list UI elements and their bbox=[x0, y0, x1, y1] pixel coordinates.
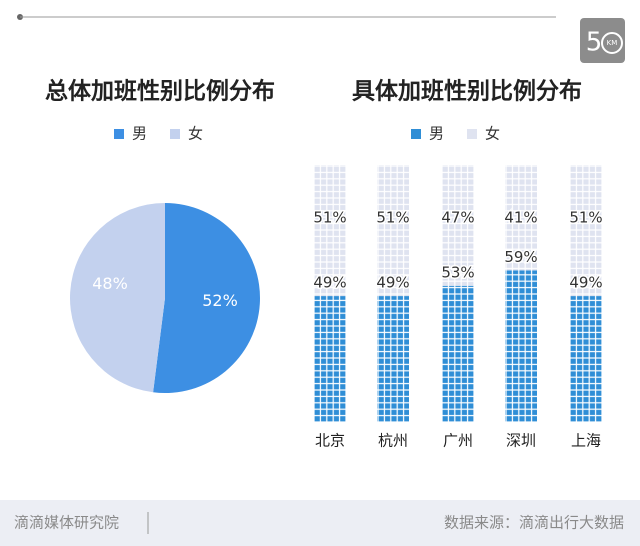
value-label: 49% bbox=[569, 274, 602, 292]
logo-ring bbox=[601, 32, 623, 54]
legend-label: 女 bbox=[485, 125, 500, 143]
x-tick-label: 杭州 bbox=[378, 432, 408, 450]
legend-label: 男 bbox=[132, 125, 147, 143]
value-label: 59% bbox=[504, 248, 537, 266]
slice-label: 52% bbox=[202, 291, 238, 310]
legend-swatch bbox=[467, 129, 477, 139]
legend-label: 男 bbox=[429, 125, 444, 143]
bar-segment bbox=[314, 165, 346, 297]
legend-swatch bbox=[114, 129, 124, 139]
value-label: 49% bbox=[313, 274, 346, 292]
value-label: 51% bbox=[376, 209, 409, 227]
legend-swatch bbox=[411, 129, 421, 139]
value-label: 51% bbox=[313, 209, 346, 227]
value-label: 47% bbox=[441, 209, 474, 227]
pie-slice bbox=[153, 203, 261, 393]
bar-segment bbox=[377, 165, 409, 297]
bar-segment bbox=[505, 165, 537, 271]
pie-slice bbox=[70, 203, 165, 393]
bar-segment bbox=[505, 270, 537, 422]
x-tick-label: 深圳 bbox=[506, 432, 536, 450]
x-tick-label: 北京 bbox=[315, 432, 345, 450]
chart-title: 总体加班性别比例分布 bbox=[45, 78, 275, 105]
value-label: 51% bbox=[569, 209, 602, 227]
value-label: 41% bbox=[504, 209, 537, 227]
value-label: 49% bbox=[376, 274, 409, 292]
bar-segment bbox=[570, 165, 602, 297]
logo-unit: KM bbox=[607, 39, 618, 47]
legend-swatch bbox=[170, 129, 180, 139]
footer-band bbox=[0, 500, 640, 546]
bar-segment bbox=[314, 296, 346, 422]
bar-segment bbox=[377, 296, 409, 422]
footer-source: 数据来源：滴滴出行大数据 bbox=[444, 514, 624, 532]
bar-segment bbox=[442, 285, 474, 422]
bar-segment bbox=[570, 296, 602, 422]
chart-title: 具体加班性别比例分布 bbox=[352, 78, 582, 105]
legend-label: 女 bbox=[188, 125, 203, 143]
value-label: 53% bbox=[441, 263, 474, 281]
footer-org: 滴滴媒体研究院 bbox=[14, 514, 119, 532]
x-tick-label: 上海 bbox=[571, 432, 601, 450]
x-tick-label: 广州 bbox=[443, 432, 473, 450]
slice-label: 48% bbox=[92, 274, 128, 293]
bar-segment bbox=[442, 165, 474, 286]
logo-digit: 5 bbox=[586, 28, 603, 58]
